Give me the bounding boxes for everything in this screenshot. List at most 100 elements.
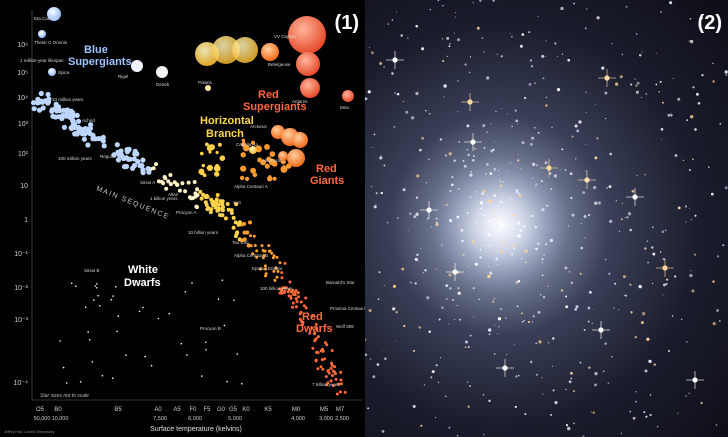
cluster-star xyxy=(561,148,564,151)
cluster-star xyxy=(446,36,450,40)
cluster-star xyxy=(448,426,451,429)
cluster-star xyxy=(670,112,672,114)
star-dot xyxy=(264,163,270,169)
cluster-star xyxy=(567,426,571,431)
cluster-star xyxy=(513,228,515,230)
cluster-star xyxy=(541,258,544,261)
cluster-star xyxy=(629,283,632,286)
label-red-dwarfs-2: Dwarfs xyxy=(296,323,333,335)
star-dot xyxy=(144,355,146,358)
star-dot xyxy=(252,234,256,238)
cluster-star xyxy=(486,163,489,166)
cluster-star xyxy=(382,349,383,351)
cluster-star xyxy=(369,358,372,360)
cluster-star xyxy=(534,127,536,129)
cluster-star xyxy=(640,321,644,325)
cluster-star xyxy=(712,62,714,65)
star-dot xyxy=(334,372,337,376)
cluster-star xyxy=(542,262,544,264)
star-dot xyxy=(229,211,234,215)
x-temp-labels: 50,000 10,000 7,500 6,000 5,000 4,000 3,… xyxy=(34,416,349,422)
star-dot xyxy=(223,324,226,327)
cluster-star xyxy=(645,93,648,95)
cluster-star xyxy=(663,283,666,287)
bright-star xyxy=(604,75,610,81)
cluster-star xyxy=(525,261,527,264)
cluster-star xyxy=(413,215,417,219)
cluster-star xyxy=(478,298,480,300)
cluster-star xyxy=(543,254,545,256)
cluster-star xyxy=(594,201,598,205)
cluster-star xyxy=(427,158,430,161)
star-dot xyxy=(241,382,243,385)
cluster-star xyxy=(593,186,597,190)
cluster-star xyxy=(392,307,396,311)
cluster-star xyxy=(464,63,467,66)
cluster-star xyxy=(497,170,500,172)
cluster-star xyxy=(499,180,502,183)
star-dot xyxy=(297,295,300,299)
cluster-star xyxy=(466,211,469,214)
star-dot xyxy=(229,208,234,213)
star-eta-carinae xyxy=(47,7,61,21)
star-dot xyxy=(299,300,303,304)
star-dot xyxy=(319,365,323,369)
star-dot xyxy=(249,244,253,248)
cluster-star xyxy=(509,238,512,241)
cluster-star xyxy=(451,175,454,179)
cluster-star xyxy=(499,225,501,226)
cluster-star xyxy=(499,200,502,204)
star-dot xyxy=(162,175,167,179)
cluster-star xyxy=(722,244,725,247)
cluster-star xyxy=(367,407,370,410)
y-tick-label: 10⁻¹ xyxy=(14,251,28,258)
cluster-star xyxy=(457,291,461,295)
star-dot xyxy=(252,172,258,178)
star-dot xyxy=(145,166,151,172)
cluster-star xyxy=(594,383,597,387)
label-horizontal-branch-2: Branch xyxy=(206,128,244,140)
cluster-star xyxy=(636,174,638,177)
cluster-star xyxy=(495,225,498,228)
y-tick-label: 10⁻² xyxy=(14,285,28,292)
cluster-star xyxy=(376,363,380,366)
cluster-star xyxy=(468,222,471,225)
cluster-star xyxy=(383,164,386,167)
x-temp-label: 4,000 xyxy=(291,416,305,422)
cluster-star xyxy=(488,199,492,203)
label-red-supergiants-1: Red xyxy=(258,89,279,101)
cluster-star xyxy=(478,212,482,216)
star-dot xyxy=(49,108,55,114)
cluster-star xyxy=(590,411,592,413)
cluster-star xyxy=(497,263,499,266)
cluster-star xyxy=(662,294,664,296)
y-tick-label: 10⁻³ xyxy=(14,317,28,324)
cluster-star xyxy=(521,33,525,36)
x-temp-label: 2,500 xyxy=(335,416,349,422)
cluster-star xyxy=(511,125,513,128)
star-dot xyxy=(270,251,274,255)
annot-barnards-star: Barnard's Star xyxy=(326,280,355,285)
star-dot xyxy=(280,165,288,173)
cluster-star xyxy=(542,393,544,395)
star-dot xyxy=(156,179,161,184)
cluster-star xyxy=(604,117,606,120)
star-dot xyxy=(62,366,65,369)
cluster-star xyxy=(417,260,419,262)
cluster-star xyxy=(674,275,677,278)
y-tick-label: 10 xyxy=(20,183,28,190)
star-dot xyxy=(115,157,122,163)
star-dot xyxy=(335,392,339,396)
star-dot xyxy=(180,342,183,345)
cluster-star xyxy=(371,146,373,148)
cluster-star xyxy=(439,357,442,359)
cluster-star xyxy=(537,237,539,239)
cluster-star xyxy=(575,305,579,309)
star-dot xyxy=(96,287,98,289)
cluster-star xyxy=(391,72,394,75)
cluster-star xyxy=(481,37,484,39)
cluster-star xyxy=(655,83,658,86)
star-dot xyxy=(272,269,276,273)
x-spectral-label: M7 xyxy=(336,407,345,413)
cluster-star xyxy=(625,5,628,8)
